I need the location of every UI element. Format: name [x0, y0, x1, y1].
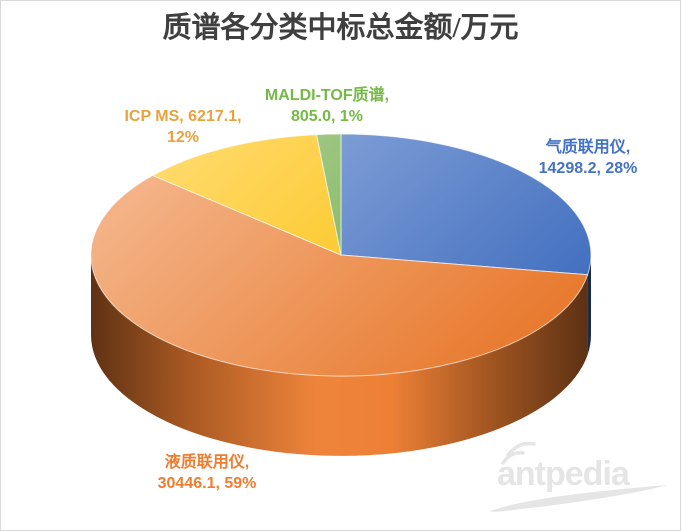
data-label-malditof-line1: MALDI-TOF质谱,	[264, 87, 390, 104]
pie-slice-icpms	[152, 134, 342, 256]
chart-title: 质谱各分类中标总金额/万元	[162, 12, 519, 44]
data-label-malditof: MALDI-TOF质谱, 805.0, 1%	[247, 85, 407, 127]
data-label-icpms: ICP MS, 6217.1, 12%	[108, 106, 258, 148]
pie-side-gcms	[587, 255, 591, 355]
data-label-lcms-line2: 30446.1, 59%	[157, 475, 257, 492]
data-label-gcms-line1: 气质联用仪,	[545, 139, 631, 156]
watermark-signal-arc-small	[501, 450, 525, 465]
antpedia-logo: antpedia	[490, 441, 667, 512]
pie-slice-lcms	[90, 174, 589, 377]
watermark-text: antpedia	[497, 455, 631, 493]
data-label-lcms: 液质联用仪, 30446.1, 59%	[129, 452, 285, 494]
pie-slice-malditof	[316, 133, 342, 256]
watermark-swoosh	[490, 485, 667, 512]
data-label-lcms-line1: 液质联用仪,	[164, 454, 250, 471]
data-label-gcms-line2: 14298.2, 28%	[538, 160, 638, 177]
data-label-icpms-line2: 12%	[166, 129, 200, 146]
pie-side-lcms	[91, 255, 588, 456]
watermark-signal-arc-large	[506, 441, 536, 457]
data-label-malditof-line2: 805.0, 1%	[290, 108, 364, 125]
data-label-icpms-line1: ICP MS, 6217.1,	[124, 108, 242, 125]
data-label-gcms: 气质联用仪, 14298.2, 28%	[518, 137, 658, 179]
pie-slice-gcms	[340, 133, 592, 276]
